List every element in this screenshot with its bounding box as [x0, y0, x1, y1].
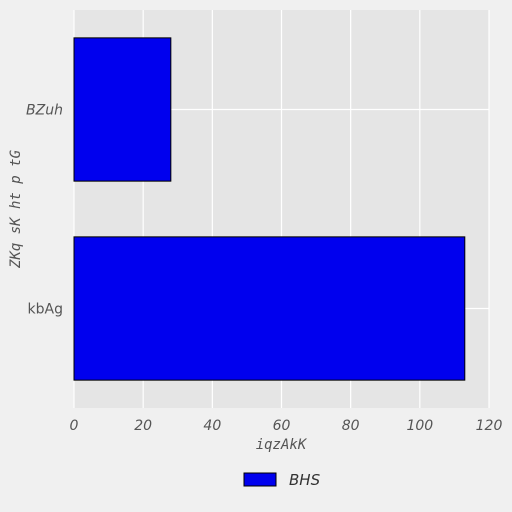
- x-tick-label: 40: [203, 418, 221, 434]
- x-tick-label: 60: [273, 418, 291, 434]
- x-tick-label: 120: [476, 418, 503, 434]
- x-tick-labels: 0 20 40 60 80 100 120: [70, 418, 503, 434]
- y-axis-title: ZKq sK ht p tG: [8, 149, 24, 269]
- y-tick-label: BZuh: [26, 103, 63, 119]
- y-tick-labels: kbAg BZuh: [26, 103, 63, 318]
- x-tick-label: 0: [70, 418, 79, 434]
- legend-swatch: [243, 472, 277, 487]
- x-tick-label: 80: [342, 418, 360, 434]
- bar-BZuh: [73, 37, 172, 182]
- y-tick-label: kbAg: [28, 302, 63, 318]
- legend: BHS: [243, 471, 321, 489]
- x-tick-label: 20: [134, 418, 152, 434]
- bars: [73, 37, 466, 381]
- bar-kbAg: [73, 236, 466, 381]
- legend-label: BHS: [289, 471, 321, 489]
- x-tick-label: 100: [406, 418, 433, 434]
- x-axis-title: iqzAkK: [256, 437, 308, 453]
